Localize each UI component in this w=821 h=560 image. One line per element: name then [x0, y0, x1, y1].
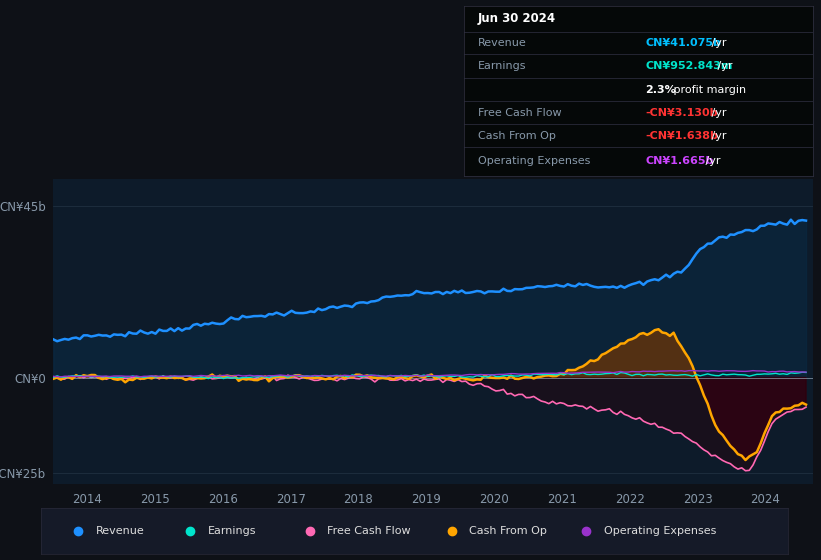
Text: Earnings: Earnings — [208, 525, 256, 535]
Text: CN¥952.843m: CN¥952.843m — [645, 61, 732, 71]
Text: CN¥952.843m /yr: CN¥952.843m /yr — [645, 61, 744, 71]
Text: 2.3% profit margin: 2.3% profit margin — [645, 85, 750, 95]
Text: 2.3%: 2.3% — [645, 85, 676, 95]
Text: profit margin: profit margin — [671, 85, 746, 95]
Text: Earnings: Earnings — [478, 61, 526, 71]
Text: /yr: /yr — [708, 131, 727, 141]
Text: CN¥41.075b: CN¥41.075b — [645, 38, 721, 48]
Text: -CN¥3.130b: -CN¥3.130b — [645, 108, 718, 118]
Text: /yr: /yr — [714, 61, 733, 71]
Text: CN¥41.075b /yr: CN¥41.075b /yr — [645, 38, 733, 48]
Text: CN¥1.665b: CN¥1.665b — [645, 156, 713, 166]
Text: Free Cash Flow: Free Cash Flow — [328, 525, 410, 535]
Text: /yr: /yr — [708, 38, 727, 48]
Text: Cash From Op: Cash From Op — [469, 525, 547, 535]
Text: CN¥1.665b /yr: CN¥1.665b /yr — [645, 156, 726, 166]
Text: Revenue: Revenue — [478, 38, 526, 48]
Text: -CN¥1.638b: -CN¥1.638b — [645, 131, 718, 141]
Text: -CN¥3.130b /yr: -CN¥3.130b /yr — [645, 108, 730, 118]
Text: Operating Expenses: Operating Expenses — [603, 525, 716, 535]
Text: Revenue: Revenue — [95, 525, 144, 535]
Text: /yr: /yr — [708, 108, 727, 118]
Text: Cash From Op: Cash From Op — [478, 131, 556, 141]
Text: Jun 30 2024: Jun 30 2024 — [478, 12, 556, 25]
Text: -CN¥1.638b /yr: -CN¥1.638b /yr — [645, 131, 730, 141]
Text: /yr: /yr — [702, 156, 720, 166]
Text: Free Cash Flow: Free Cash Flow — [478, 108, 562, 118]
Text: Operating Expenses: Operating Expenses — [478, 156, 590, 166]
